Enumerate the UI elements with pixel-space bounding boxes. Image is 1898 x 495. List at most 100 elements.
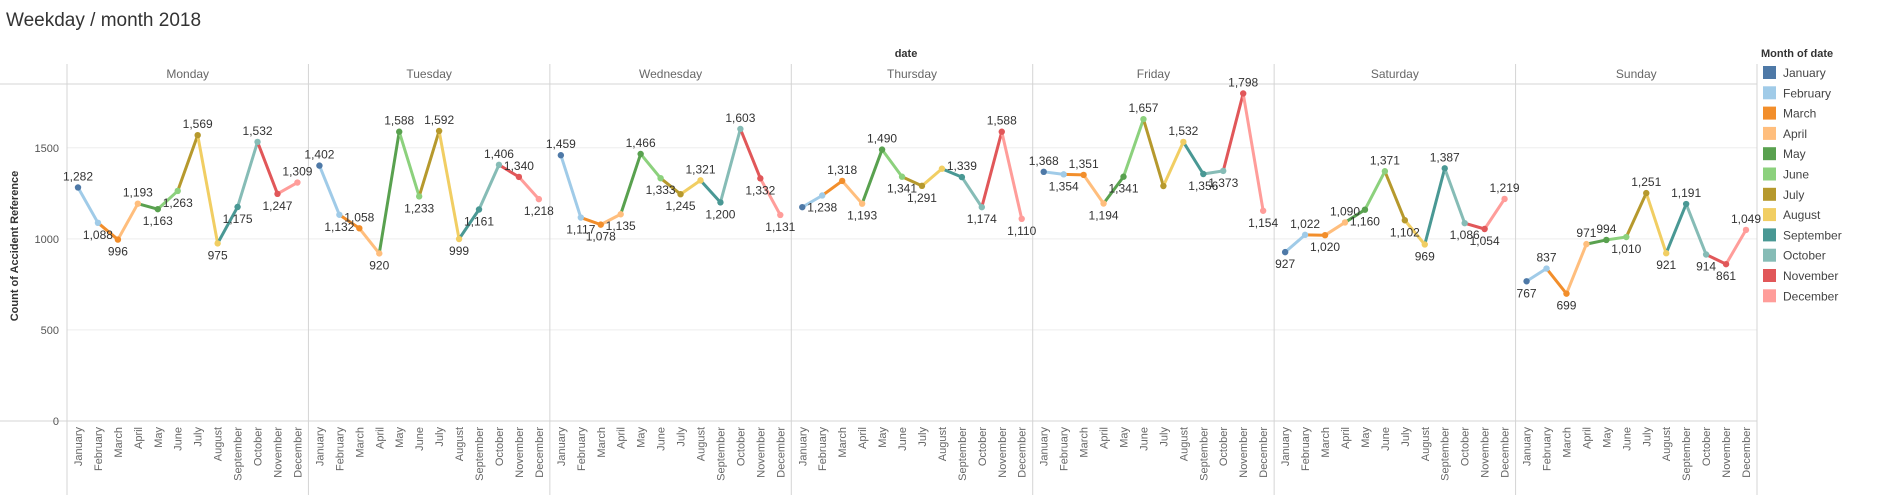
legend-item[interactable]: December <box>1763 289 1838 303</box>
legend-item[interactable]: July <box>1763 187 1804 202</box>
data-point[interactable] <box>1523 278 1530 285</box>
data-point[interactable] <box>657 174 664 182</box>
data-point[interactable] <box>1321 231 1329 239</box>
data-point[interactable] <box>1220 167 1227 175</box>
data-point[interactable] <box>356 225 363 232</box>
data-point[interactable] <box>214 240 221 247</box>
data-point[interactable] <box>1060 171 1067 178</box>
data-point[interactable] <box>958 173 966 181</box>
x-tick-label: February <box>93 427 105 472</box>
data-point[interactable] <box>1200 170 1207 178</box>
data-point[interactable] <box>1140 115 1147 123</box>
data-point[interactable] <box>557 152 565 159</box>
data-point[interactable] <box>1120 173 1127 180</box>
data-point[interactable] <box>1040 168 1047 176</box>
data-point[interactable] <box>1180 138 1187 146</box>
data-point[interactable] <box>114 236 122 243</box>
data-point[interactable] <box>998 128 1005 135</box>
data-point[interactable] <box>1682 200 1690 208</box>
data-point[interactable] <box>154 205 161 213</box>
legend-item[interactable]: August <box>1763 208 1821 222</box>
data-point[interactable] <box>1702 251 1710 258</box>
data-point[interactable] <box>1481 225 1488 233</box>
data-point[interactable] <box>515 173 523 181</box>
x-tick-label: December <box>1258 427 1270 478</box>
x-tick-label: December <box>534 427 546 478</box>
legend-item[interactable]: May <box>1763 147 1806 161</box>
legend-item[interactable]: January <box>1763 66 1826 80</box>
data-point[interactable] <box>697 177 704 184</box>
data-point[interactable] <box>194 131 201 139</box>
data-point[interactable] <box>1341 219 1349 226</box>
data-point[interactable] <box>918 182 926 190</box>
data-point[interactable] <box>1603 236 1610 244</box>
data-point[interactable] <box>1160 182 1167 190</box>
data-point[interactable] <box>637 150 644 158</box>
data-point[interactable] <box>597 221 604 228</box>
data-point[interactable] <box>1281 248 1289 256</box>
legend-item[interactable]: June <box>1763 167 1809 182</box>
legend-item[interactable]: March <box>1763 106 1816 121</box>
data-point[interactable] <box>1080 171 1087 179</box>
data-point[interactable] <box>376 250 383 257</box>
data-point[interactable] <box>455 235 463 243</box>
data-point[interactable] <box>1722 260 1730 268</box>
data-point[interactable] <box>677 191 684 198</box>
legend-swatch <box>1763 86 1776 100</box>
data-point[interactable] <box>234 203 241 211</box>
data-point[interactable] <box>819 192 826 199</box>
data-point[interactable] <box>1461 219 1468 227</box>
legend-item[interactable]: October <box>1763 248 1826 263</box>
data-point[interactable] <box>1259 207 1267 214</box>
data-point[interactable] <box>577 214 585 221</box>
data-point[interactable] <box>858 200 866 207</box>
data-point[interactable] <box>254 138 261 146</box>
data-point[interactable] <box>1563 290 1570 297</box>
data-point[interactable] <box>316 162 323 169</box>
data-point[interactable] <box>495 161 503 169</box>
data-point[interactable] <box>134 200 142 207</box>
data-point[interactable] <box>799 203 806 211</box>
data-point[interactable] <box>617 211 624 218</box>
data-point[interactable] <box>415 193 423 200</box>
data-point[interactable] <box>1421 241 1428 248</box>
data-point[interactable] <box>777 211 784 219</box>
data-point[interactable] <box>435 127 443 135</box>
data-point[interactable] <box>838 177 846 185</box>
data-point[interactable] <box>717 199 724 206</box>
data-point[interactable] <box>1018 215 1025 222</box>
data-point[interactable] <box>1623 233 1630 241</box>
data-point[interactable] <box>94 219 102 227</box>
data-point[interactable] <box>74 184 82 191</box>
data-point[interactable] <box>1501 195 1508 203</box>
data-point[interactable] <box>396 128 403 135</box>
data-point[interactable] <box>1381 168 1389 175</box>
data-point[interactable] <box>938 165 946 172</box>
data-point[interactable] <box>174 187 181 195</box>
legend-item[interactable]: February <box>1763 86 1831 100</box>
data-point[interactable] <box>294 179 301 186</box>
data-point[interactable] <box>1663 250 1670 257</box>
data-point[interactable] <box>475 206 483 213</box>
data-point[interactable] <box>878 146 886 153</box>
data-point[interactable] <box>1742 226 1750 234</box>
data-point[interactable] <box>1583 240 1590 248</box>
data-point[interactable] <box>274 190 281 198</box>
data-point[interactable] <box>757 175 764 182</box>
data-point[interactable] <box>1543 265 1550 272</box>
legend-item[interactable]: November <box>1763 269 1838 283</box>
data-point[interactable] <box>1361 206 1369 213</box>
data-point[interactable] <box>1239 90 1247 97</box>
data-point[interactable] <box>336 211 343 218</box>
data-point[interactable] <box>737 125 744 133</box>
data-point[interactable] <box>898 173 906 180</box>
legend-item[interactable]: April <box>1763 127 1807 141</box>
data-point[interactable] <box>1643 189 1650 197</box>
data-point[interactable] <box>1301 231 1309 239</box>
data-point[interactable] <box>1100 200 1107 207</box>
data-point[interactable] <box>978 203 986 211</box>
data-point[interactable] <box>535 195 543 203</box>
data-point[interactable] <box>1441 165 1448 172</box>
data-point[interactable] <box>1401 217 1409 224</box>
legend-item[interactable]: September <box>1763 228 1842 242</box>
